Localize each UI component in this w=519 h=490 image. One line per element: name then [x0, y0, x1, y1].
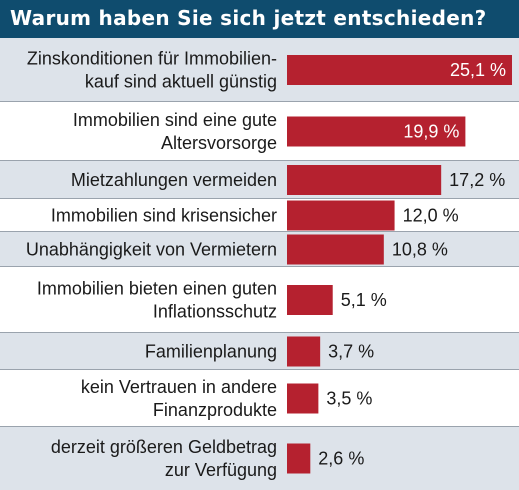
row-background	[0, 199, 519, 232]
value-label: 3,7 %	[328, 342, 374, 362]
category-label: Unabhängigkeit von Vermietern	[26, 240, 277, 260]
row-background	[0, 427, 519, 490]
bar	[287, 234, 384, 265]
category-label: Altersvorsorge	[161, 133, 277, 153]
category-label: Immobilien bieten einen guten	[37, 279, 277, 299]
value-label: 19,9 %	[403, 122, 459, 142]
category-label: Mietzahlungen vermeiden	[71, 170, 277, 190]
category-label: Familienplanung	[145, 342, 277, 362]
bar	[287, 116, 466, 147]
value-label: 25,1 %	[450, 60, 506, 80]
title-bar: Warum haben Sie sich jetzt entschieden?	[0, 0, 519, 38]
bar	[287, 443, 311, 474]
category-label: Zinskonditionen für Immobilien-	[27, 49, 277, 69]
value-label: 10,8 %	[392, 240, 448, 260]
category-label: kauf sind aktuell günstig	[85, 72, 277, 92]
value-label: 2,6 %	[318, 449, 364, 469]
bar	[287, 200, 395, 231]
bar	[287, 55, 512, 85]
value-label: 3,5 %	[326, 389, 372, 409]
bar	[287, 285, 333, 315]
value-label: 5,1 %	[341, 290, 387, 310]
category-label: Immobilien sind krisensicher	[51, 206, 277, 226]
category-label: Finanzprodukte	[153, 400, 277, 420]
category-label: zur Verfügung	[165, 460, 277, 480]
category-label: kein Vertrauen in andere	[81, 377, 277, 397]
row-background	[0, 370, 519, 427]
chart-title: Warum haben Sie sich jetzt entschieden?	[10, 6, 487, 30]
category-label: Immobilien sind eine gute	[73, 110, 277, 130]
row-background	[0, 232, 519, 267]
value-label: 12,0 %	[403, 206, 459, 226]
row-background	[0, 267, 519, 333]
category-label: Inflationsschutz	[153, 302, 277, 322]
bar	[287, 165, 442, 195]
category-label: derzeit größeren Geldbetrag	[51, 437, 277, 457]
value-label: 17,2 %	[449, 170, 505, 190]
row-background	[0, 333, 519, 370]
bar	[287, 336, 321, 367]
bar	[287, 383, 319, 414]
